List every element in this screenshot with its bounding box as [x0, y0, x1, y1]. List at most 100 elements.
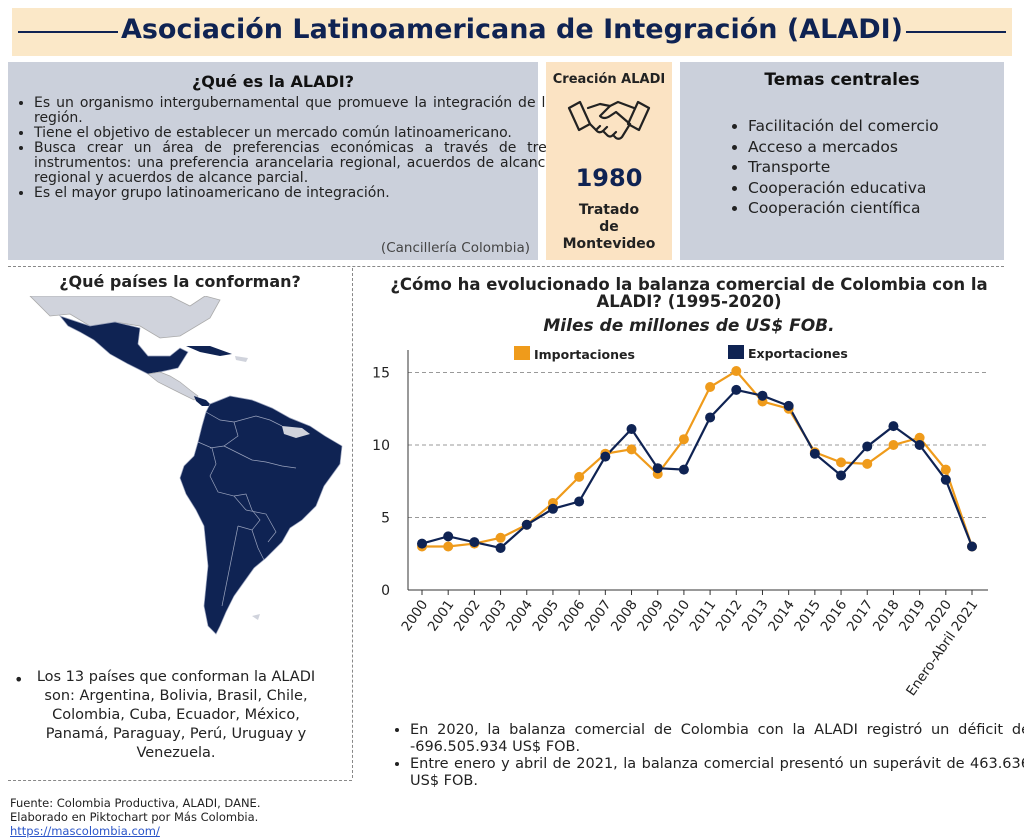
creacion-heading: Creación ALADI: [552, 72, 666, 87]
list-item: Es un organismo intergubernamental que p…: [34, 96, 554, 126]
temas-panel: Temas centrales Facilitación del comerci…: [680, 62, 1004, 260]
x-tick-label: 2006: [556, 597, 589, 634]
legend-label: Exportaciones: [748, 346, 848, 361]
data-point: [574, 496, 585, 507]
data-point: [940, 474, 951, 485]
data-point: [967, 541, 977, 552]
x-tick-label: 2012: [713, 597, 746, 634]
data-point: [678, 464, 689, 475]
data-point: [626, 444, 637, 455]
que-es-source: (Cancillería Colombia): [380, 240, 530, 256]
data-point: [705, 412, 716, 423]
handshake-icon: [567, 100, 651, 140]
data-point: [888, 421, 899, 432]
countries-bullet: •: [14, 670, 24, 689]
x-tick-label: 2000: [398, 597, 431, 634]
countries-heading: ¿Qué países la conforman?: [59, 272, 301, 291]
series-line: [421, 388, 974, 550]
trade-balance-chart: 0510152000200120022003200420052006200720…: [372, 345, 988, 699]
data-point: [521, 519, 532, 530]
x-tick-label: 2013: [739, 597, 772, 634]
x-tick-label: 2019: [896, 597, 929, 634]
x-tick-label: 2009: [634, 597, 667, 634]
data-point: [914, 440, 925, 450]
data-point: [836, 470, 847, 481]
data-point: [940, 464, 951, 475]
x-tick-label: 2001: [425, 597, 458, 634]
data-point: [731, 384, 742, 395]
x-tick-label: 2017: [844, 597, 877, 634]
title-rule-right: [906, 31, 1006, 33]
data-point: [417, 538, 427, 549]
y-tick-label: 15: [372, 366, 390, 382]
data-point: [862, 441, 873, 452]
list-item: Acceso a mercados: [748, 137, 939, 158]
chart-title: ¿Cómo ha evolucionado la balanza comerci…: [390, 275, 988, 311]
data-point: [809, 448, 820, 459]
x-tick-label: 2008: [608, 597, 641, 634]
data-point: [443, 541, 454, 552]
countries-text: Los 13 países que conforman la ALADI son…: [36, 669, 316, 761]
creacion-subtitle-line: de: [599, 219, 619, 235]
legend-swatch: [514, 346, 530, 360]
x-tick-label: 2014: [765, 597, 798, 634]
data-point: [574, 471, 585, 482]
x-tick-label: 2016: [818, 597, 851, 634]
list-item: Tiene el objetivo de establecer un merca…: [34, 126, 554, 141]
legend-swatch: [728, 345, 744, 359]
title-banner: Asociación Latinoamericana de Integració…: [12, 8, 1012, 56]
y-tick-label: 5: [381, 511, 390, 527]
divider-vertical: [352, 268, 353, 778]
data-point: [731, 366, 742, 377]
list-item: Cooperación educativa: [748, 178, 939, 199]
data-point: [443, 531, 454, 542]
data-point: [888, 440, 899, 450]
footer-link[interactable]: https://mascolombia.com/: [10, 824, 160, 838]
data-point: [836, 457, 847, 468]
x-tick-label: 2002: [451, 597, 484, 634]
list-item: Cooperación científica: [748, 198, 939, 219]
data-point: [652, 463, 663, 474]
list-item: Transporte: [748, 157, 939, 178]
data-point: [495, 542, 506, 553]
data-point: [914, 432, 925, 443]
chart-subtitle: Miles de millones de US$ FOB.: [543, 316, 835, 336]
creacion-year: 1980: [575, 164, 643, 192]
que-es-panel: ¿Qué es la ALADI? Es un organismo interg…: [8, 62, 554, 260]
divider-horizontal: [8, 266, 1004, 267]
x-tick-label: 2010: [660, 597, 693, 634]
temas-list: Facilitación del comercio Acceso a merca…: [726, 116, 939, 219]
creacion-subtitle-line: Tratado: [578, 202, 640, 218]
data-point: [757, 390, 768, 401]
creacion-panel: Creación ALADI 1980 Tratado de Montevide…: [546, 62, 672, 260]
data-point: [600, 451, 611, 462]
creacion-subtitle-line: Montevideo: [562, 236, 656, 252]
data-point: [626, 424, 637, 435]
divider-bottom-left: [8, 780, 352, 781]
x-tick-label: 2018: [870, 597, 903, 634]
x-tick-label: 2011: [687, 597, 720, 634]
legend-label: Importaciones: [534, 347, 635, 362]
x-tick-label: 2007: [582, 597, 615, 634]
x-tick-label: 2003: [477, 597, 510, 634]
data-point: [862, 458, 873, 469]
y-tick-label: 0: [381, 583, 390, 599]
data-point: [495, 532, 506, 543]
que-es-list: Es un organismo intergubernamental que p…: [12, 96, 554, 201]
page-title: Asociación Latinoamericana de Integració…: [120, 14, 904, 45]
notes-list: En 2020, la balanza comercial de Colombi…: [388, 722, 1024, 790]
footer-credit: Elaborado en Piktochart por Más Colombia…: [10, 810, 259, 824]
series-line: [422, 369, 974, 548]
data-point: [469, 537, 480, 548]
list-item: Busca crear un área de preferencias econ…: [34, 141, 554, 186]
data-point: [547, 503, 558, 514]
list-item: Es el mayor grupo latinoamericano de int…: [34, 186, 554, 201]
footer: Fuente: Colombia Productiva, ALADI, DANE…: [10, 796, 260, 838]
list-item: En 2020, la balanza comercial de Colombi…: [410, 722, 1024, 756]
data-point: [705, 382, 716, 392]
list-item: Entre enero y abril de 2021, la balanza …: [410, 756, 1024, 790]
x-tick-label: 2004: [503, 597, 536, 634]
title-rule-left: [18, 31, 118, 33]
latin-america-map: [29, 296, 343, 635]
x-tick-label: 2015: [791, 597, 824, 634]
